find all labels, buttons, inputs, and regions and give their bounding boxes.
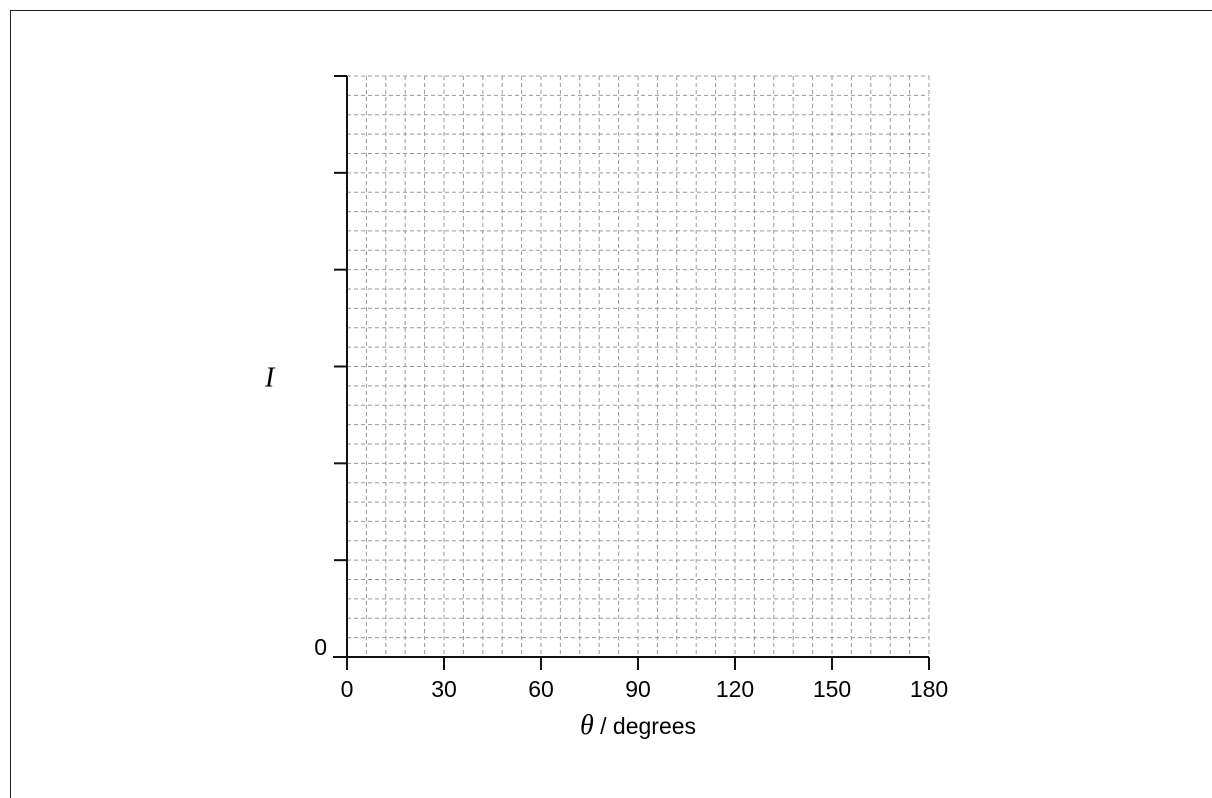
- x-tick-label: 60: [528, 676, 554, 702]
- ticks: [334, 75, 930, 670]
- x-axis-title-var: θ: [580, 710, 594, 741]
- x-axis-title: θ / degrees: [580, 710, 696, 741]
- x-tick-label: 120: [716, 676, 754, 702]
- x-axis-title-unit: / degrees: [594, 713, 696, 739]
- x-tick-label: 30: [431, 676, 457, 702]
- x-tick-label: 0: [341, 676, 354, 702]
- x-tick-label: 150: [813, 676, 851, 702]
- tick-labels: 0 30 60 90 120 150 180 0: [314, 634, 948, 702]
- y-tick-label: 0: [314, 634, 327, 660]
- x-tick-label: 90: [625, 676, 651, 702]
- x-tick-label: 180: [910, 676, 948, 702]
- y-axis-title: I: [264, 363, 276, 394]
- figure-frame: [10, 10, 1212, 798]
- grid: [347, 75, 930, 657]
